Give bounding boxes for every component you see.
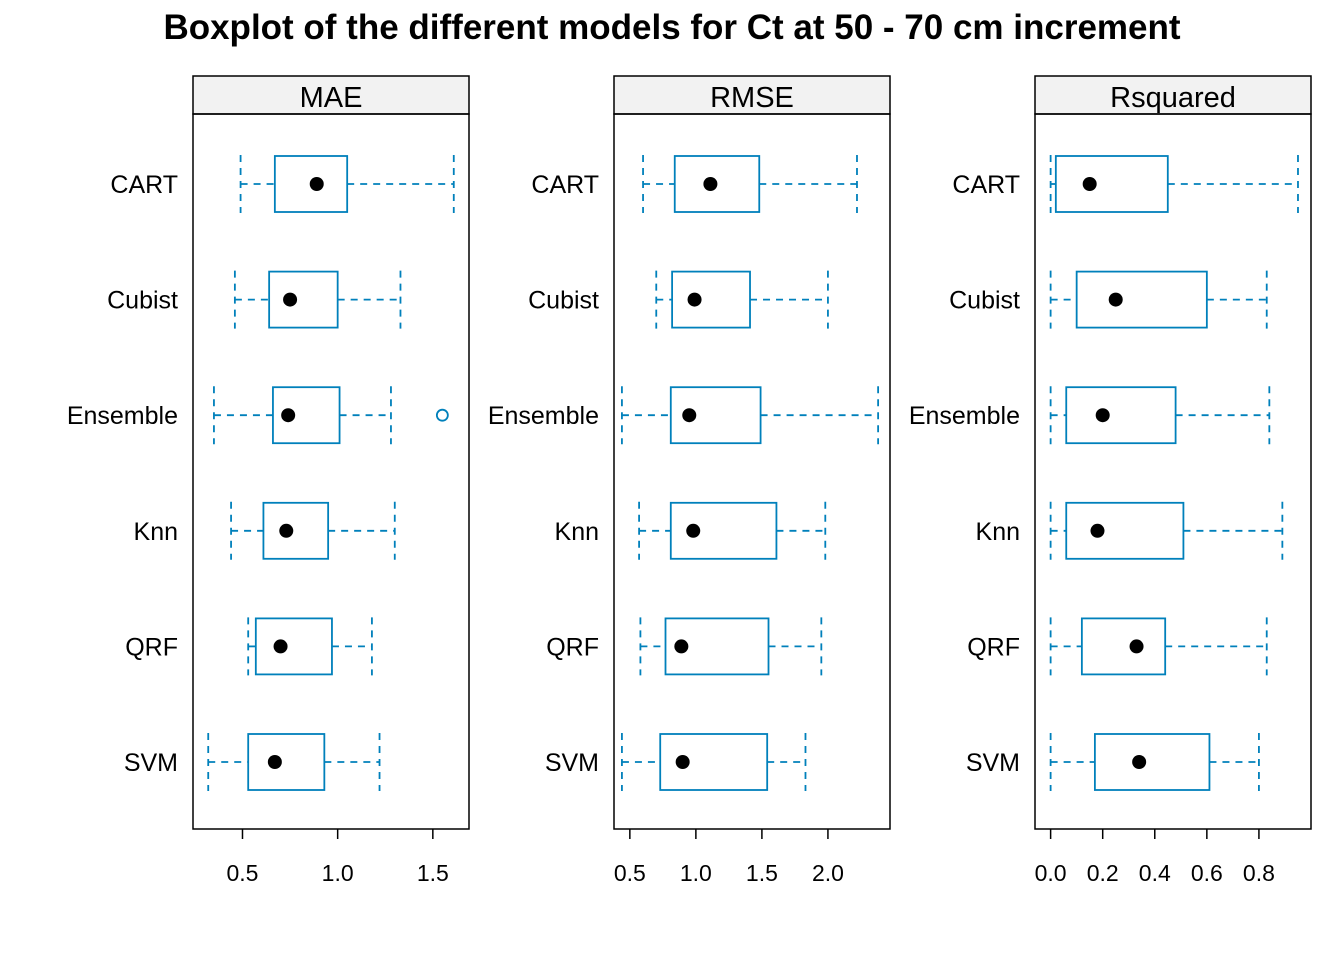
x-tick-label-mae: 1.0 — [322, 860, 354, 886]
median-point-svm — [267, 755, 282, 769]
median-point-cubist — [283, 292, 298, 307]
median-point-ensemble — [682, 408, 697, 423]
category-label-svm: SVM — [545, 749, 599, 777]
median-point-cart — [703, 177, 718, 191]
box-cubist — [671, 270, 751, 329]
box-svm — [1093, 733, 1211, 791]
median-point-svm — [675, 755, 690, 769]
box-qrf — [1080, 617, 1167, 676]
category-label-cart: CART — [531, 171, 599, 199]
x-tick-label-rmse: 0.5 — [614, 860, 646, 886]
box-cubist — [268, 270, 339, 329]
x-tick-label-rsquared: 0.4 — [1139, 860, 1171, 886]
median-point-svm — [1132, 755, 1147, 769]
median-point-cart — [1082, 177, 1097, 191]
outlier-point-ensemble — [435, 408, 449, 422]
median-point-knn — [686, 523, 701, 538]
category-label-qrf: QRF — [125, 633, 178, 661]
median-point-qrf — [674, 639, 689, 654]
strip-mae — [192, 75, 470, 115]
category-label-ensemble: Ensemble — [909, 402, 1020, 430]
category-label-qrf: QRF — [967, 633, 1020, 661]
panel-frame-mae — [192, 113, 470, 830]
box-cubist — [1075, 270, 1208, 329]
chart-title: Boxplot of the different models for Ct a… — [163, 8, 1181, 47]
x-tick-label-rsquared: 0.6 — [1191, 860, 1223, 886]
median-point-qrf — [273, 639, 288, 654]
median-point-knn — [1090, 523, 1105, 538]
box-cart — [273, 155, 349, 213]
median-point-cubist — [1108, 292, 1123, 307]
x-tick-label-rmse: 1.5 — [746, 860, 778, 886]
category-label-svm: SVM — [966, 749, 1020, 777]
x-tick-label-rsquared: 0.0 — [1035, 860, 1067, 886]
strip-label-rsquared: Rsquared — [1110, 82, 1236, 114]
x-tick-label-rmse: 1.0 — [680, 860, 712, 886]
category-label-knn: Knn — [555, 518, 599, 546]
box-knn — [1065, 501, 1185, 560]
median-point-qrf — [1129, 639, 1144, 654]
median-point-ensemble — [1095, 408, 1110, 423]
median-point-cart — [309, 177, 324, 191]
box-qrf — [254, 617, 333, 676]
category-label-knn: Knn — [134, 518, 178, 546]
strip-rmse — [613, 75, 891, 115]
category-label-knn: Knn — [976, 518, 1020, 546]
median-point-knn — [279, 523, 294, 538]
category-label-ensemble: Ensemble — [67, 402, 178, 430]
box-svm — [247, 733, 326, 791]
category-label-qrf: QRF — [546, 633, 599, 661]
x-tick-label-mae: 0.5 — [226, 860, 258, 886]
category-label-cubist: Cubist — [949, 287, 1020, 315]
box-ensemble — [1065, 386, 1177, 445]
strip-rsquared — [1034, 75, 1312, 115]
box-cart — [1054, 155, 1169, 213]
median-point-ensemble — [281, 408, 296, 423]
x-tick-label-rmse: 2.0 — [812, 860, 844, 886]
category-label-cart: CART — [952, 171, 1020, 199]
panel-frame-rmse — [613, 113, 891, 830]
category-label-cart: CART — [110, 171, 178, 199]
box-ensemble — [669, 386, 762, 445]
category-label-svm: SVM — [124, 749, 178, 777]
median-point-cubist — [687, 292, 702, 307]
box-knn — [262, 501, 330, 560]
panel-frame-rsquared — [1034, 113, 1312, 830]
strip-label-rmse: RMSE — [710, 82, 794, 114]
x-tick-label-rsquared: 0.2 — [1087, 860, 1119, 886]
x-tick-label-mae: 1.5 — [417, 860, 449, 886]
strip-label-mae: MAE — [300, 82, 363, 114]
category-label-ensemble: Ensemble — [488, 402, 599, 430]
x-tick-label-rsquared: 0.8 — [1243, 860, 1275, 886]
category-label-cubist: Cubist — [107, 287, 178, 315]
category-label-cubist: Cubist — [528, 287, 599, 315]
